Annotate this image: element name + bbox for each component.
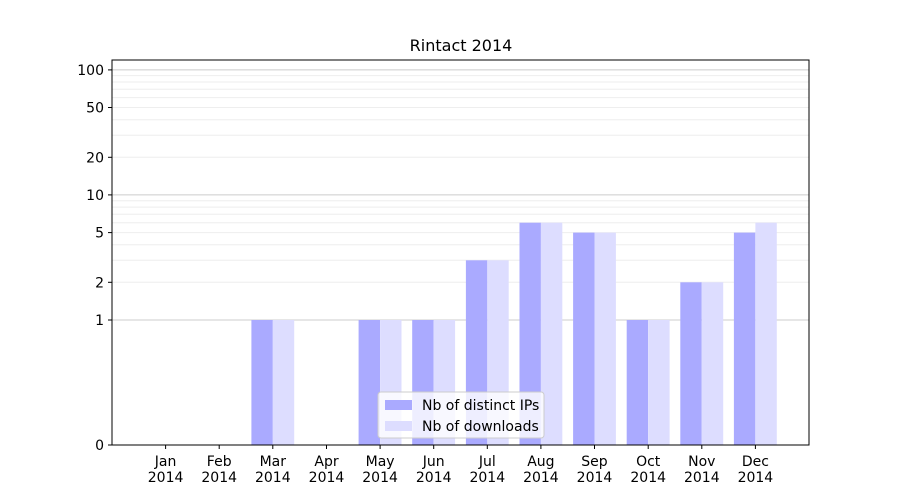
y-tick-label: 0 [95, 438, 104, 454]
y-tick-label: 50 [86, 101, 104, 117]
legend[interactable]: Nb of distinct IPs Nb of downloads [377, 391, 545, 439]
legend-swatch [385, 421, 412, 431]
y-tick-label: 2 [95, 275, 104, 291]
bar [755, 222, 777, 445]
x-tick-label: Apr 2014 [309, 454, 345, 486]
bar [272, 320, 295, 445]
y-axis: 0 1 2 5 10 20 50 100 [77, 63, 112, 454]
legend-box [377, 391, 545, 439]
x-tick-label: Aug 2014 [523, 454, 559, 486]
bar [573, 232, 595, 445]
plot-frame [111, 59, 810, 446]
x-tick-label: Sep 2014 [577, 454, 613, 486]
bar [519, 222, 541, 445]
x-tick-label: Jun 2014 [416, 454, 452, 486]
bar [733, 232, 756, 445]
y-tick-label: 100 [77, 63, 104, 79]
x-tick-label: Oct 2014 [630, 454, 666, 486]
x-tick-label: Feb 2014 [201, 454, 237, 486]
legend-label: Nb of distinct IPs [422, 398, 539, 414]
x-axis: Jan 2014 Feb 2014 Mar 2014 Apr 2014 May 2014 Jun 20… [148, 445, 774, 486]
x-tick-label: Nov 2014 [684, 454, 720, 486]
bar [626, 320, 649, 445]
y-tick-label: 1 [95, 313, 104, 329]
bar [701, 282, 724, 445]
chart-title: Rintact 2014 [410, 36, 513, 55]
bars [251, 222, 777, 445]
bar [540, 222, 563, 445]
x-tick-label: Dec 2014 [738, 454, 774, 486]
bar [594, 232, 616, 445]
legend-swatch [385, 400, 412, 410]
x-tick-label: Jul 2014 [469, 454, 505, 486]
x-tick-label: Mar 2014 [255, 454, 291, 486]
x-tick-label: May 2014 [362, 454, 398, 486]
y-tick-label: 5 [95, 226, 104, 242]
y-tick-label: 20 [86, 150, 104, 166]
y-tick-label: 10 [86, 188, 104, 204]
bar [648, 320, 670, 445]
bar [680, 282, 702, 445]
bar [251, 320, 273, 445]
grid [112, 69, 809, 321]
bar [358, 320, 380, 445]
x-tick-label: Jan 2014 [148, 454, 184, 486]
legend-label: Nb of downloads [422, 419, 539, 435]
